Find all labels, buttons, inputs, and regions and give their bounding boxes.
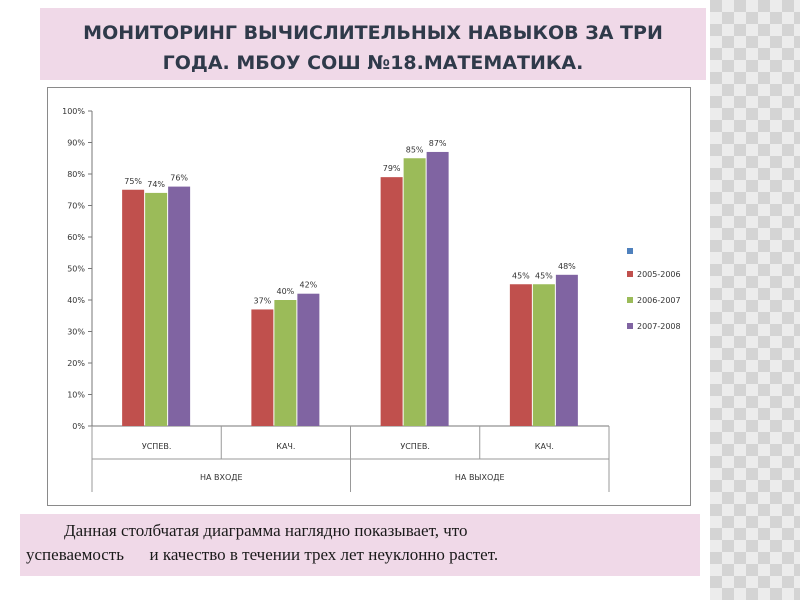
- y-tick-label: 70%: [67, 202, 85, 211]
- data-label: 48%: [558, 262, 576, 271]
- slide-title: МОНИТОРИНГ ВЫЧИСЛИТЕЛЬНЫХ НАВЫКОВ ЗА ТРИ…: [40, 18, 706, 78]
- category-label: КАЧ.: [276, 442, 295, 451]
- bar-2006-2007: [403, 158, 426, 426]
- y-tick-label: 20%: [67, 359, 85, 368]
- legend-swatch: [627, 271, 633, 277]
- legend-label: 2006-2007: [637, 296, 681, 305]
- data-label: 85%: [406, 145, 424, 154]
- data-label: 76%: [170, 174, 188, 183]
- slide-title-line1: МОНИТОРИНГ ВЫЧИСЛИТЕЛЬНЫХ НАВЫКОВ ЗА ТРИ: [83, 22, 663, 44]
- group-label: НА ВХОДЕ: [200, 473, 243, 482]
- bar-chart: 0% 10% 20% 30% 40% 50% 60% 70% 80% 90% 100% УСПЕВ. К…: [62, 107, 681, 492]
- y-tick-label: 30%: [67, 328, 85, 337]
- category-label: УСПЕВ.: [142, 442, 172, 451]
- data-label: 37%: [253, 296, 271, 305]
- legend-swatch: [627, 297, 633, 303]
- data-label: 87%: [429, 139, 447, 148]
- y-tick-label: 60%: [67, 233, 85, 242]
- slide-title-line2: ГОДА. МБОУ СОШ №18.МАТЕМАТИКА.: [162, 52, 584, 74]
- legend-swatch: [627, 323, 633, 329]
- y-tick-label: 90%: [67, 139, 85, 148]
- data-label: 79%: [383, 164, 401, 173]
- caption-box: Данная столбчатая диаграмма наглядно пок…: [20, 514, 700, 576]
- bar-2007-2008: [555, 274, 578, 426]
- bar-2005-2006: [380, 177, 403, 426]
- data-label: 45%: [512, 271, 530, 280]
- y-tick-label: 0%: [72, 422, 85, 431]
- y-tick-label: 100%: [62, 107, 85, 116]
- caption-line1: Данная столбчатая диаграмма наглядно пок…: [64, 521, 468, 540]
- decorative-pattern: [710, 0, 800, 600]
- bar-2006-2007: [145, 192, 168, 426]
- y-tick-label: 10%: [67, 391, 85, 400]
- bar-2007-2008: [426, 151, 449, 426]
- data-label: 75%: [124, 177, 142, 186]
- category-label: КАЧ.: [535, 442, 554, 451]
- legend-label: 2007-2008: [637, 322, 681, 331]
- data-label: 40%: [276, 287, 294, 296]
- y-tick-label: 50%: [67, 265, 85, 274]
- legend-label: 2005-2006: [637, 270, 681, 279]
- group-label: НА ВЫХОДЕ: [455, 473, 505, 482]
- chart-area: 0% 10% 20% 30% 40% 50% 60% 70% 80% 90% 100% УСПЕВ. К…: [47, 87, 691, 506]
- data-label: 45%: [535, 271, 553, 280]
- bar-2006-2007: [274, 300, 297, 426]
- title-banner: [40, 8, 706, 80]
- data-label: 42%: [299, 281, 317, 290]
- bar-2005-2006: [251, 309, 274, 426]
- legend-swatch-blank: [627, 248, 633, 254]
- bar-2007-2008: [168, 186, 191, 426]
- data-label: 74%: [147, 180, 165, 189]
- bar-2007-2008: [297, 293, 320, 426]
- caption-line2: успеваемость и качество в течении трех л…: [26, 545, 499, 564]
- bar-2005-2006: [509, 284, 532, 426]
- y-tick-label: 40%: [67, 296, 85, 305]
- bar-2005-2006: [122, 189, 145, 426]
- category-label: УСПЕВ.: [400, 442, 430, 451]
- bar-2006-2007: [532, 284, 555, 426]
- y-tick-label: 80%: [67, 170, 85, 179]
